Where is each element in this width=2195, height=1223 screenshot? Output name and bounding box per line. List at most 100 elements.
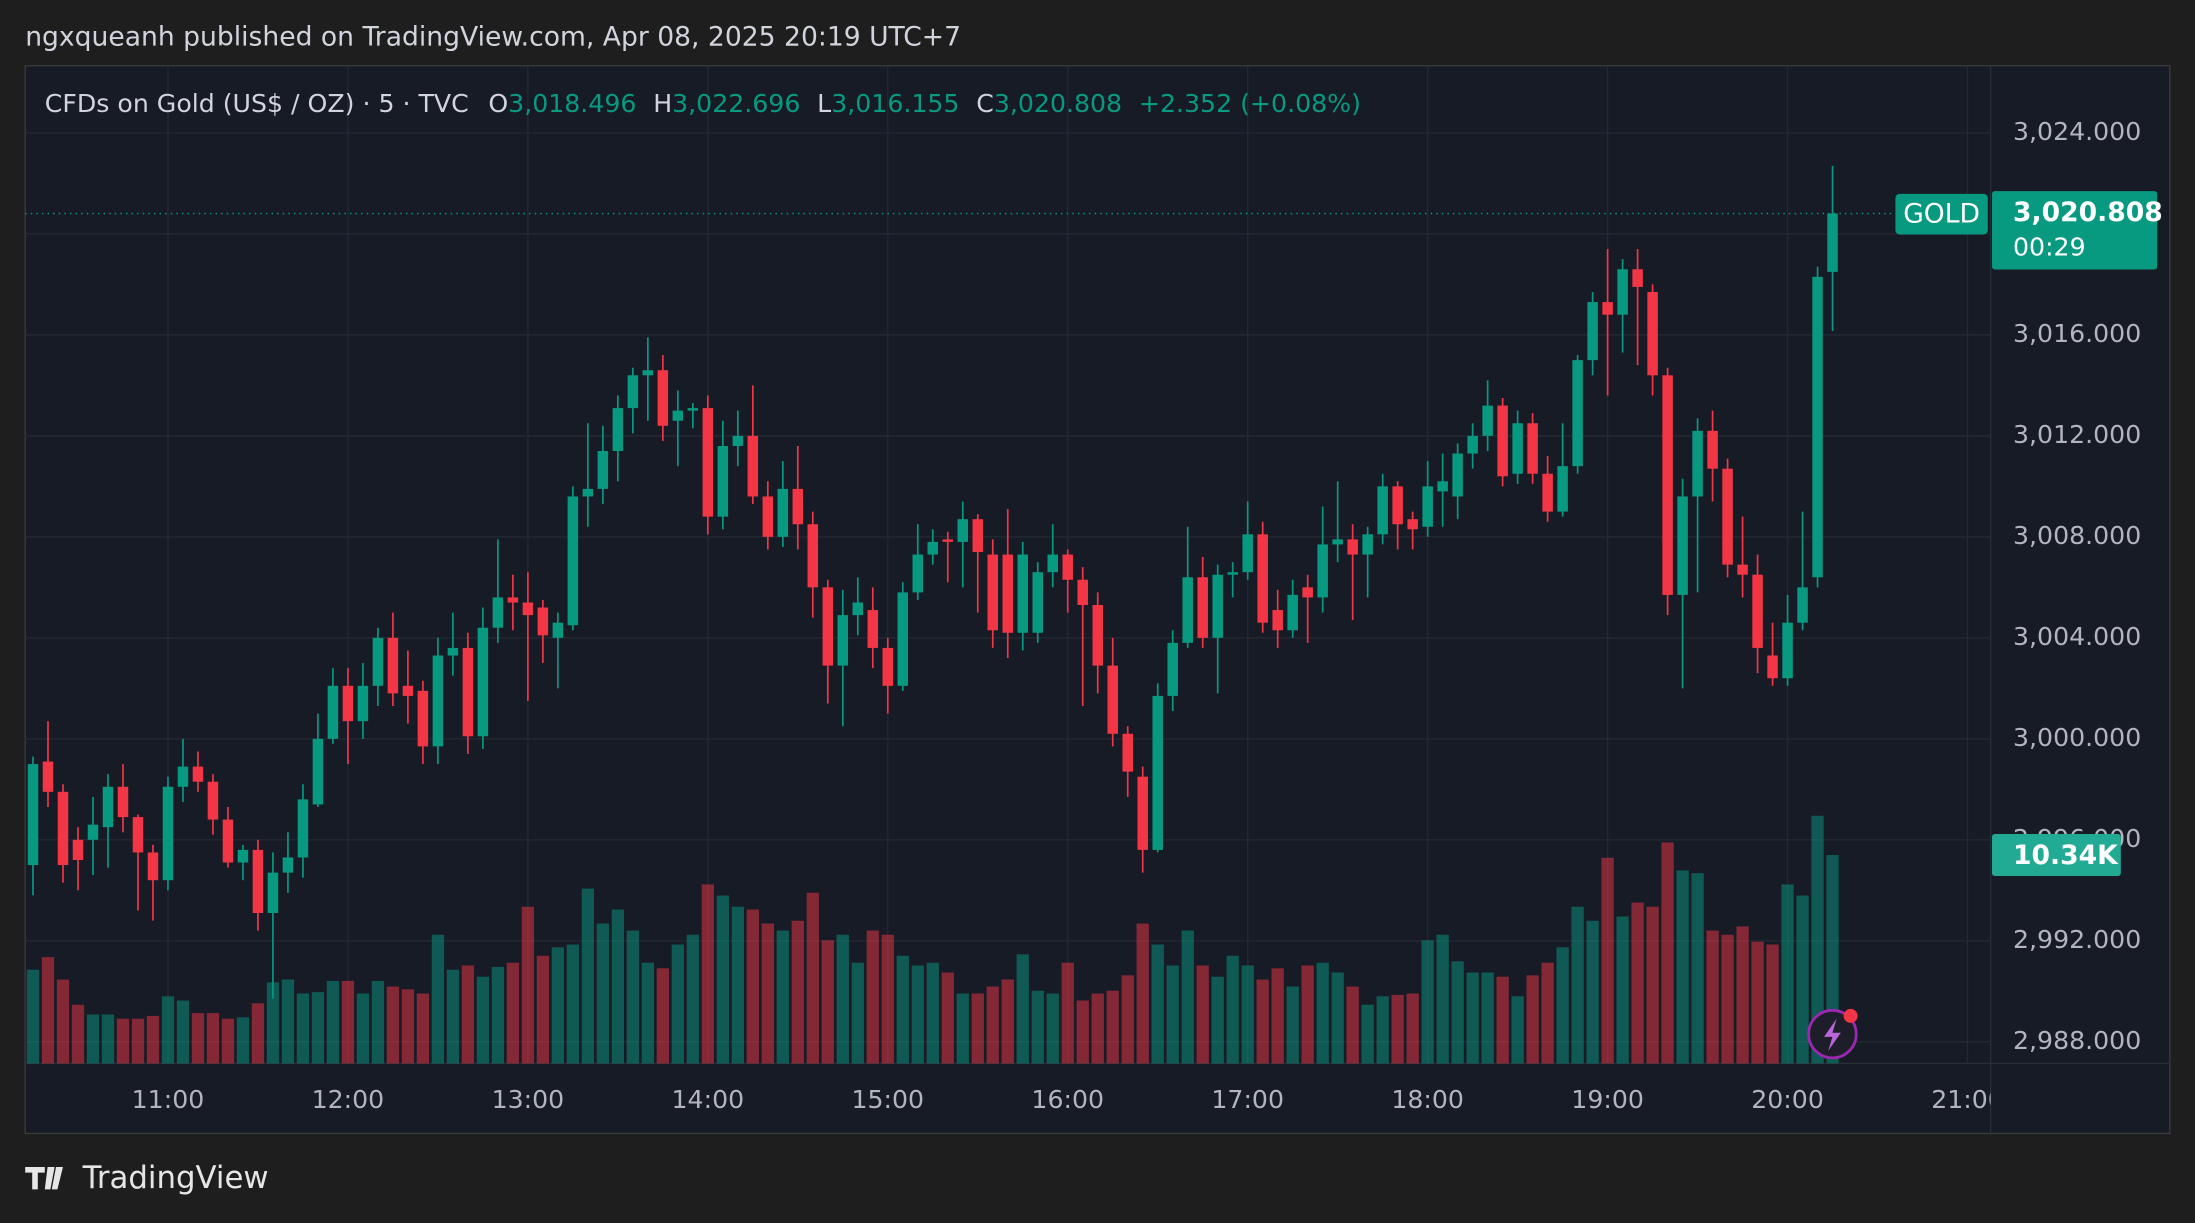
volume-bar (416, 993, 430, 1064)
volume-bar (1721, 934, 1734, 1064)
candle-body (1527, 423, 1538, 474)
volume-bar (776, 930, 789, 1064)
candle-body (1587, 302, 1598, 361)
candle-body (732, 435, 744, 446)
candle-body (1212, 574, 1223, 638)
x-tick-label: 15:00 (851, 1085, 924, 1114)
volume-bar (791, 920, 804, 1064)
candle-body (42, 761, 54, 792)
volume-bar (806, 892, 819, 1064)
volume-bar (1181, 930, 1194, 1064)
volume-bar (251, 1003, 265, 1064)
volume-bar (1481, 972, 1494, 1064)
candle-body (1182, 577, 1193, 643)
volume-bar (161, 996, 175, 1064)
publish-header: ngxqueanh published on TradingView.com, … (25, 21, 961, 52)
candle-body (1692, 430, 1703, 497)
volume-bar (1526, 975, 1539, 1064)
candle-body (462, 647, 474, 737)
ohlc-value: 3,018.496 (508, 89, 636, 118)
volume-bar (1436, 934, 1449, 1064)
volume-bar (1421, 940, 1434, 1064)
candle-body (927, 541, 939, 555)
y-tick-label: 2,992.000 (2013, 925, 2141, 954)
x-tick-label: 16:00 (1031, 1085, 1104, 1114)
change: +2.352 (+0.08%) (1139, 89, 1361, 118)
volume-bar (521, 906, 535, 1064)
volume-bar (866, 930, 879, 1064)
y-tick-label: 2,988.000 (2013, 1026, 2141, 1055)
volume-bar (1256, 979, 1269, 1064)
ohlc-key: C (976, 89, 994, 118)
candle-body (1407, 519, 1418, 530)
candle-body (1392, 486, 1403, 525)
candle-body (1617, 269, 1628, 315)
candle-body (702, 408, 714, 517)
candle-body (1812, 276, 1823, 578)
x-tick-label: 11:00 (132, 1085, 205, 1114)
volume-bar (1106, 990, 1119, 1064)
candle-body (1287, 594, 1298, 631)
volume-bar (476, 976, 490, 1064)
volume-bar (341, 980, 355, 1064)
volume-bar (386, 986, 400, 1064)
volume-bar (641, 962, 654, 1064)
volume-bar (731, 906, 744, 1064)
candle-body (72, 839, 84, 860)
volume-layer (26, 815, 1839, 1064)
x-tick-label: 18:00 (1391, 1085, 1464, 1114)
volume-bar (326, 980, 340, 1064)
candle-body (1467, 435, 1478, 454)
volume-bar (746, 909, 759, 1064)
candle-body (1302, 587, 1313, 598)
y-tick-label: 3,004.000 (2013, 622, 2141, 651)
volume-bar (116, 1018, 130, 1064)
volume-bar (311, 992, 325, 1064)
volume-bar (266, 982, 280, 1064)
volume-bar (1586, 920, 1599, 1064)
y-tick-label: 3,016.000 (2013, 319, 2141, 348)
candle-body (942, 539, 954, 542)
volume-bar (1451, 961, 1464, 1064)
volume-bar (1151, 944, 1164, 1064)
candle-body (1452, 453, 1463, 497)
candle-body (1107, 665, 1118, 734)
volume-bar (926, 962, 939, 1064)
candle-body (1557, 466, 1568, 512)
volume-bar (1646, 906, 1659, 1064)
ohlc-key: L (817, 89, 831, 118)
symbol-legend: CFDs on Gold (US$ / OZ) · 5 · TVC O3,018.… (45, 89, 1361, 118)
axes: 2,988.0002,992.0002,996.0003,000.0003,00… (1895, 117, 2163, 1055)
volume-bar (191, 1013, 205, 1064)
candle-body (1602, 302, 1613, 315)
candle-body (417, 690, 429, 747)
candle-body (1242, 534, 1253, 573)
volume-bar (281, 979, 295, 1064)
volume-bar (836, 934, 849, 1064)
candle-body (1512, 423, 1523, 474)
volume-bar (1016, 954, 1029, 1064)
volume-bar (1496, 976, 1509, 1064)
volume-bar (911, 965, 924, 1064)
candle-body (612, 408, 624, 452)
candle-body (1662, 375, 1673, 595)
candle-body (357, 685, 369, 722)
candle-body (192, 766, 204, 782)
candle-body (162, 786, 174, 881)
ohlc-key: H (653, 89, 672, 118)
volume-bar (146, 1015, 160, 1064)
candle-body (1347, 539, 1358, 555)
ohlc-key: O (488, 89, 508, 118)
x-tick-label: 13:00 (492, 1085, 565, 1114)
volume-bar (701, 884, 714, 1064)
candle-body (177, 766, 189, 787)
ohlc-value: 3,020.808 (994, 89, 1122, 118)
candle-body (717, 445, 729, 517)
volume-bar (1211, 976, 1224, 1064)
quick-action[interactable] (1807, 1008, 1858, 1060)
volume-bar (71, 1004, 85, 1064)
candle-body (747, 435, 759, 497)
x-tick-label: 17:00 (1211, 1085, 1284, 1114)
